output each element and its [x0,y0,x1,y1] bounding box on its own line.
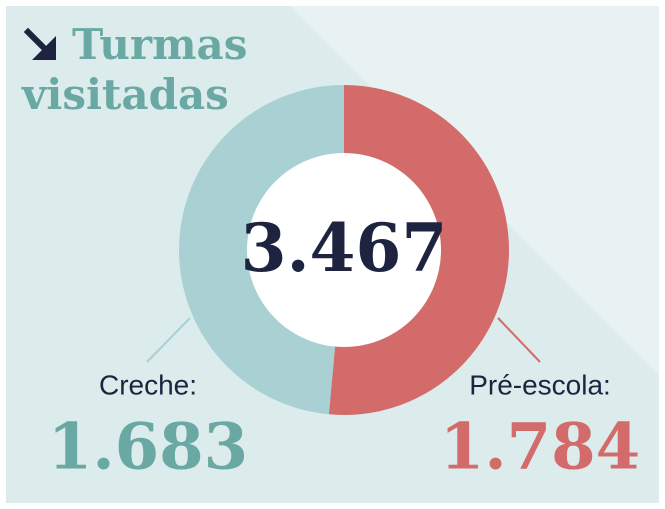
leader-line [146,317,191,363]
value-label: 1.784 [440,410,640,485]
chart-title: visitadas [21,70,229,119]
center-total: 3.467 [241,209,448,287]
value-label: 1.683 [48,410,248,485]
category-label: Pré-escola: [469,369,611,400]
title-icon [23,27,56,60]
donut-hole [247,153,441,347]
chart-title: Turmas [72,20,247,69]
category-label: Creche: [99,369,197,400]
leader-line [497,317,541,363]
